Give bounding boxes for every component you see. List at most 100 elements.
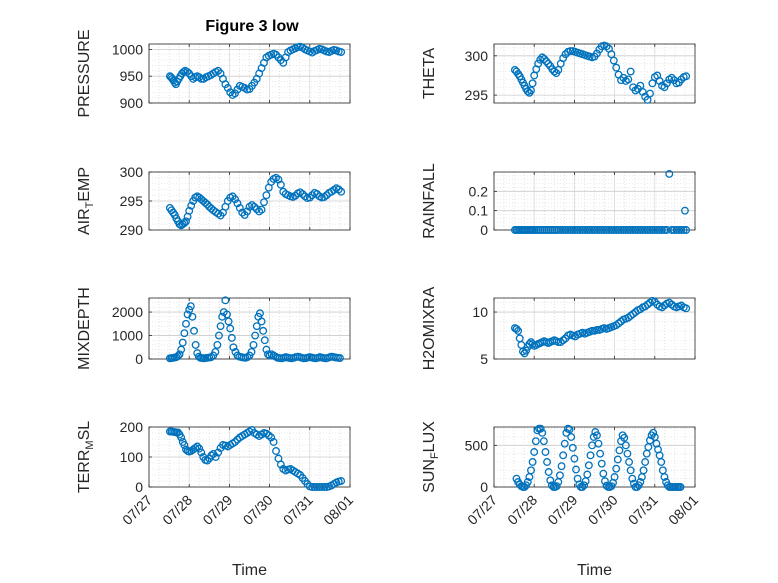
mixdepth-point <box>262 345 271 354</box>
air-temp-point <box>201 198 210 207</box>
air-temp-point <box>233 199 242 208</box>
sun-flux-point <box>555 471 564 480</box>
mixdepth-point <box>257 317 266 326</box>
theta-point <box>534 59 543 68</box>
pressure-point <box>223 84 232 92</box>
sun-flux-point <box>543 458 552 466</box>
air-temp-point <box>182 217 190 226</box>
pressure-point <box>337 48 346 56</box>
mixdepth-point <box>251 331 260 340</box>
mixdepth-point <box>264 350 272 359</box>
theta-point <box>617 76 625 85</box>
sun-flux-point <box>584 461 593 470</box>
air-temp-point <box>308 191 317 200</box>
mixdepth-point <box>226 324 235 333</box>
h2omixra-subplot: 5 10 H2OMIXRA <box>421 286 696 370</box>
sun-flux-point <box>528 458 537 466</box>
sun-flux-point <box>539 437 548 446</box>
sun-flux-point <box>541 448 550 456</box>
sun-flux-point <box>560 439 569 448</box>
mixdepth-point <box>243 353 252 362</box>
rainfall-point <box>681 206 689 215</box>
mixdepth-point <box>224 317 233 326</box>
terr-msl-subplot: 0 100 200 TERRMSL 07/27 07/28 07/29 07/30 07/31 0… <box>76 419 356 579</box>
terr-msl-point <box>317 483 326 491</box>
terr-msl-series <box>165 426 346 491</box>
air-temp-point <box>305 193 314 202</box>
theta-point <box>612 63 621 72</box>
sun-flux-point <box>530 448 539 456</box>
theta-point <box>542 57 551 66</box>
sun-flux-point <box>599 469 608 478</box>
mixdepth-point <box>191 340 200 349</box>
mixdepth-ytick-label: 0 <box>135 351 143 367</box>
air-temp-point <box>235 204 244 212</box>
sun-flux-point <box>565 425 574 434</box>
h2omixra-point <box>518 347 527 356</box>
terr-msl-point <box>177 433 186 442</box>
air-temp-point <box>252 205 261 214</box>
theta-point <box>662 79 671 88</box>
theta-axes-box <box>493 43 696 104</box>
sun-flux-point <box>583 470 592 479</box>
terr-msl-ytick-label: 200 <box>120 419 144 435</box>
sun-flux-axes-box <box>493 426 696 488</box>
sun-flux-point <box>625 458 634 466</box>
mixdepth-ytick-label: 2000 <box>112 304 143 320</box>
mixdepth-point <box>177 345 186 354</box>
pressure-ytick-label: 1000 <box>112 41 143 57</box>
sun-flux-point <box>559 451 568 460</box>
air-temp-series <box>165 173 346 230</box>
theta-ytick-label: 300 <box>465 48 489 64</box>
sun-flux-point <box>546 476 555 485</box>
rainfall-point <box>677 226 686 234</box>
mixdepth-point <box>188 312 197 321</box>
mixdepth-point <box>186 302 195 311</box>
air-temp-point <box>250 202 259 211</box>
sun-flux-xlabel: Time <box>577 562 612 579</box>
terr-msl-point <box>203 456 212 465</box>
theta-point <box>528 79 537 88</box>
theta-point <box>538 53 547 62</box>
sun-flux-point <box>639 466 648 475</box>
sun-flux-point <box>676 483 685 491</box>
terr-msl-ytick-label: 0 <box>135 479 143 495</box>
theta-ytick-label: 295 <box>465 87 489 103</box>
air-temp-subplot: 290 295 300 AIRTEMP <box>76 164 351 238</box>
sun-flux-xtick-label: 07/31 <box>625 492 661 528</box>
rainfall-grid <box>493 171 695 231</box>
pressure-ytick-label: 900 <box>120 95 144 111</box>
h2omixra-ylabel: H2OMIXRA <box>421 286 438 370</box>
mixdepth-point <box>247 348 256 356</box>
mixdepth-ylabel: MIXDEPTH <box>76 287 93 370</box>
terr-msl-point <box>207 451 216 460</box>
sun-flux-ytick-label: 0 <box>480 479 488 495</box>
mixdepth-series <box>165 296 344 363</box>
terr-msl-xtick-label: 08/01 <box>320 492 356 528</box>
sun-flux-point <box>597 459 606 468</box>
air-temp-point <box>175 220 184 229</box>
air-temp-point <box>276 180 285 189</box>
mixdepth-point <box>207 353 216 362</box>
sun-flux-point <box>552 482 561 491</box>
pressure-point <box>183 67 192 76</box>
mixdepth-point <box>336 354 344 363</box>
mixdepth-point <box>249 340 258 349</box>
theta-point <box>660 83 669 92</box>
sun-flux-point <box>586 451 595 460</box>
sun-flux-point <box>615 446 624 455</box>
sun-flux-point <box>536 424 545 433</box>
rainfall-ylabel: RAINFALL <box>421 163 438 239</box>
sun-flux-point <box>628 474 637 483</box>
theta-point <box>646 89 654 98</box>
h2omixra-point <box>528 340 537 348</box>
h2omixra-point <box>592 325 601 334</box>
mixdepth-point <box>260 336 269 345</box>
theta-point <box>592 49 601 58</box>
rainfall-ytick-label: 0.2 <box>469 183 489 199</box>
air-temp-ytick-label: 300 <box>120 164 144 180</box>
sun-flux-point <box>531 437 540 446</box>
terr-msl-point <box>267 433 276 442</box>
theta-ylabel: THETA <box>421 48 438 100</box>
theta-point <box>626 67 635 76</box>
